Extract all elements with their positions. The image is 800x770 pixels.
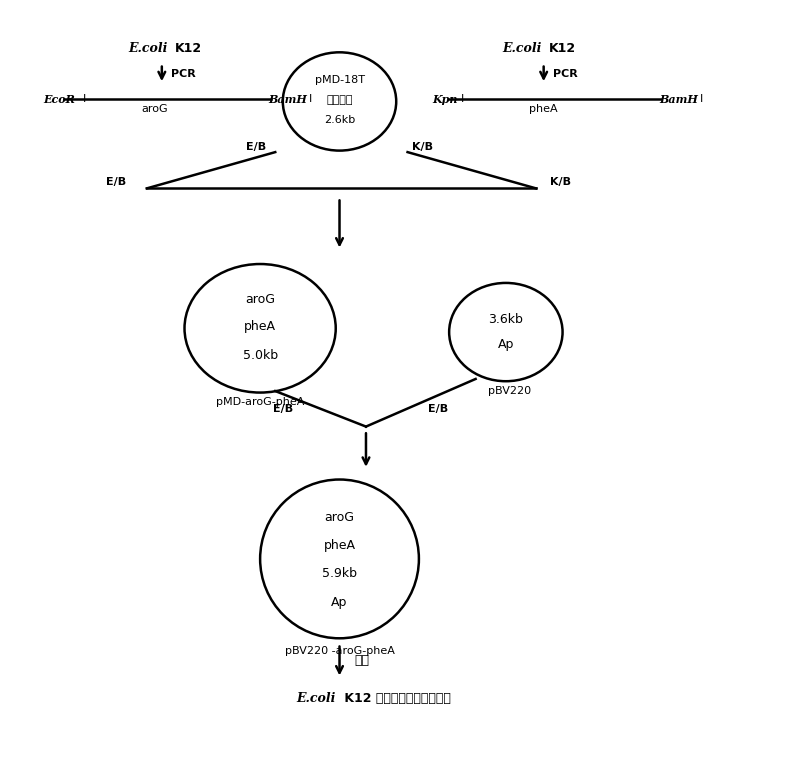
Text: pMD-aroG-pheA: pMD-aroG-pheA: [216, 397, 304, 407]
Text: E.coli: E.coli: [502, 42, 542, 55]
Text: Ap: Ap: [331, 596, 348, 609]
Text: aroG: aroG: [245, 293, 275, 306]
Text: aroG: aroG: [325, 511, 354, 524]
Text: Kpn: Kpn: [433, 94, 458, 105]
Text: K12: K12: [174, 42, 202, 55]
Text: pheA: pheA: [323, 539, 355, 552]
Text: pBV220 -aroG-pheA: pBV220 -aroG-pheA: [285, 646, 394, 656]
Text: E/B: E/B: [246, 142, 266, 152]
Text: pMD-18T: pMD-18T: [314, 75, 365, 85]
Text: pheA: pheA: [244, 320, 276, 333]
Text: 自连载体: 自连载体: [326, 95, 353, 105]
Text: pheA: pheA: [530, 104, 558, 114]
Text: E/B: E/B: [106, 177, 126, 187]
Text: K/B: K/B: [412, 142, 433, 152]
Text: Ap: Ap: [498, 338, 514, 351]
Text: I: I: [699, 94, 702, 104]
Text: K12: K12: [549, 42, 576, 55]
Text: 5.0kb: 5.0kb: [242, 349, 278, 362]
Text: E/B: E/B: [428, 404, 448, 414]
Text: EcoR: EcoR: [43, 94, 75, 105]
Text: 3.6kb: 3.6kb: [489, 313, 523, 326]
Text: I: I: [82, 94, 86, 104]
Text: 5.9kb: 5.9kb: [322, 567, 357, 580]
Text: PCR: PCR: [171, 69, 196, 79]
Text: K/B: K/B: [550, 177, 570, 187]
Text: BamH: BamH: [659, 94, 698, 105]
Text: E.coli: E.coli: [296, 692, 336, 705]
Text: pBV220: pBV220: [488, 386, 531, 396]
Text: I: I: [309, 94, 312, 104]
Text: E.coli: E.coli: [128, 42, 167, 55]
Text: E/B: E/B: [273, 404, 293, 414]
Text: BamH: BamH: [269, 94, 307, 105]
Text: aroG: aroG: [141, 104, 167, 114]
Text: I: I: [462, 94, 465, 104]
Text: 2.6kb: 2.6kb: [324, 116, 355, 126]
Text: 转化: 转化: [354, 654, 370, 668]
Text: PCR: PCR: [553, 69, 578, 79]
Text: K12 酩氨酸营养缺陷型菌株: K12 酩氨酸营养缺陷型菌株: [339, 692, 450, 705]
